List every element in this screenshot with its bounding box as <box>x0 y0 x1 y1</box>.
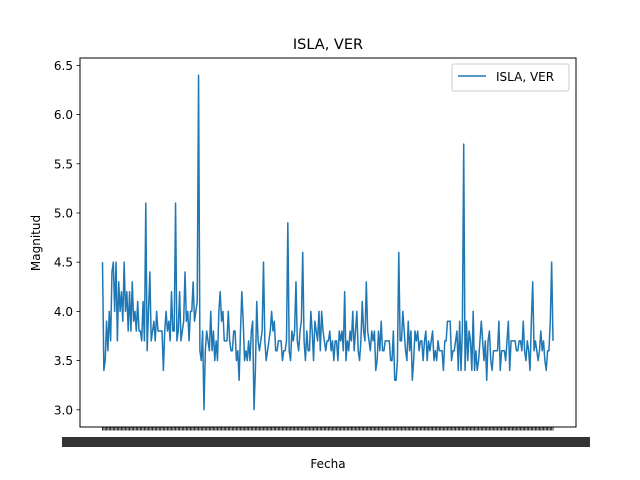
series-layer <box>101 74 554 411</box>
y-tick-label: 4.0 <box>54 305 73 319</box>
y-tick-label: 5.5 <box>54 157 73 171</box>
x-tick-labels-overlapping <box>62 437 590 447</box>
y-axis-ticks: 3.0 3.5 4.0 4.5 5.0 5.5 6.0 6.5 <box>54 59 80 417</box>
y-tick-label: 3.5 <box>54 354 73 368</box>
legend-label: ISLA, VER <box>496 70 554 84</box>
series-line-isla-ver <box>101 74 554 411</box>
y-tick-label: 3.0 <box>54 403 73 417</box>
y-tick-label: 6.0 <box>54 108 73 122</box>
x-axis-label: Fecha <box>310 457 345 471</box>
legend-box <box>451 63 570 92</box>
plot-area: 3.0 3.5 4.0 4.5 5.0 5.5 6.0 6.5 <box>54 57 590 447</box>
chart-title: ISLA, VER <box>293 37 363 53</box>
y-tick-label: 4.5 <box>54 256 73 270</box>
axes-frame <box>79 57 577 428</box>
x-axis-ticks <box>62 427 590 447</box>
y-axis-label: Magnitud <box>29 215 43 271</box>
y-tick-label: 5.0 <box>54 206 73 220</box>
legend: ISLA, VER <box>451 63 570 92</box>
y-tick-label: 6.5 <box>54 59 73 73</box>
